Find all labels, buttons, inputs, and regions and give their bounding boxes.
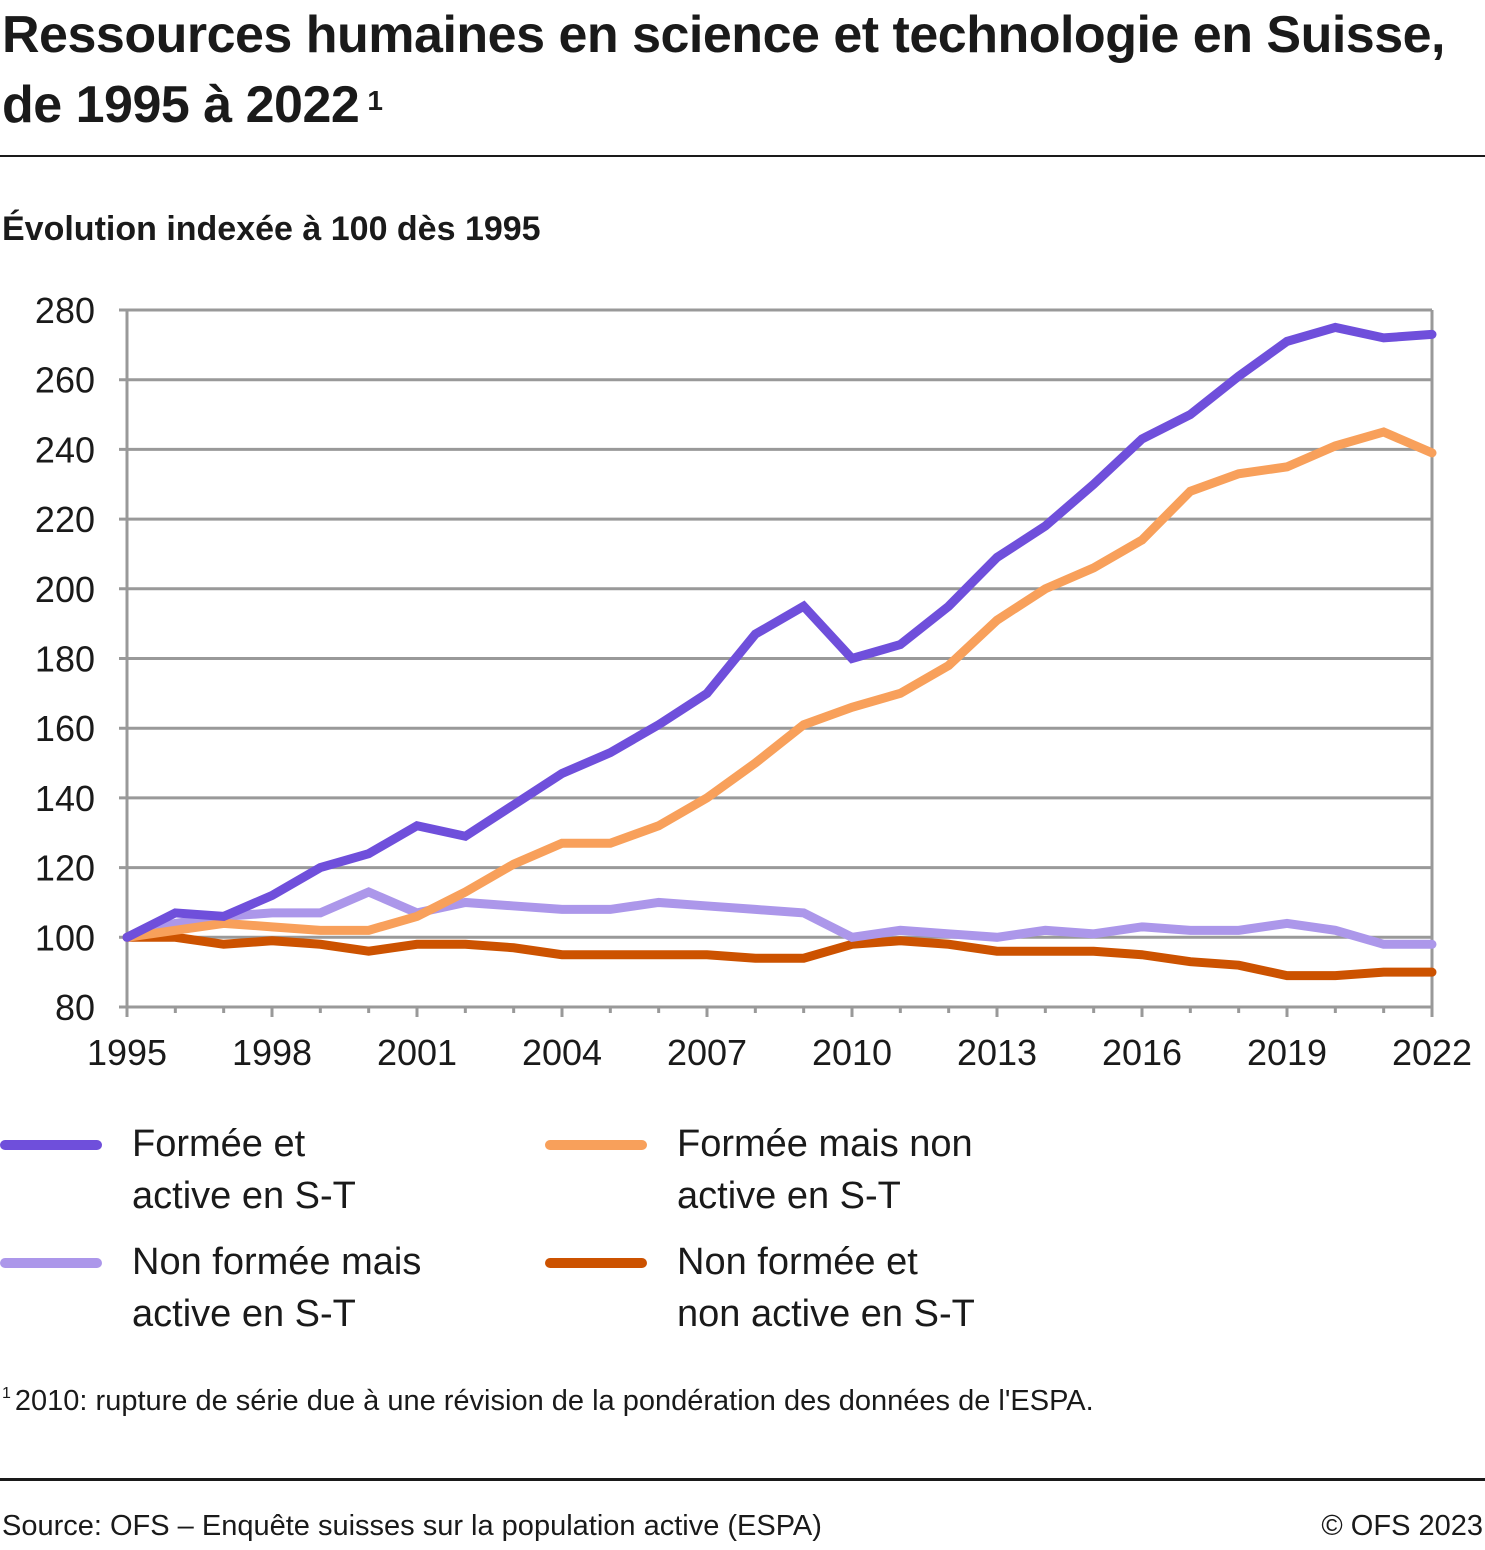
y-tick-label: 280 [35,290,95,331]
legend-label-line: Non formée mais [132,1241,422,1283]
legend: Formée et active en S-T Formée mais non act… [0,1118,1100,1358]
chart-subtitle: Évolution indexée à 100 dès 1995 [2,210,541,248]
series-lines [122,322,1437,981]
chart-title-text: Ressources humaines en science et techno… [2,6,1446,134]
x-tick-label: 2013 [957,1032,1037,1073]
legend-swatch [0,1140,102,1150]
x-tick-label: 2022 [1392,1032,1472,1073]
grid-lines [119,308,1432,1009]
legend-swatch [545,1258,647,1268]
axes [125,310,1434,1017]
series-line-1 [122,322,1437,942]
series-line-3 [122,887,1437,949]
footnote: 1 2010: rupture de série due à une révisi… [2,1385,1094,1418]
y-tick-label: 120 [35,848,95,889]
top-divider [0,155,1485,157]
title-footnote-marker: 1 [367,85,383,116]
legend-label-line: active en S-T [132,1293,356,1335]
legend-label-line: non active en S-T [677,1293,975,1335]
y-tick-label: 100 [35,917,95,958]
y-tick-label: 240 [35,429,95,470]
legend-label-line: Formée mais non [677,1123,973,1165]
x-tick-label: 2007 [667,1032,747,1073]
x-tick-label: 2001 [377,1032,457,1073]
y-tick-label: 80 [55,987,95,1028]
y-tick-label: 160 [35,708,95,749]
legend-label: Non formée mais active en S-T [132,1236,462,1340]
y-tick-label: 180 [35,639,95,680]
legend-item: Formée mais non active en S-T [545,1118,1007,1222]
x-tick-label: 1998 [232,1032,312,1073]
legend-label-line: Non formée et [677,1241,918,1283]
x-tick-label: 1995 [87,1032,167,1073]
legend-label: Formée mais non active en S-T [677,1118,1007,1222]
chart-title: Ressources humaines en science et techno… [2,0,1482,140]
legend-label-line: Formée et [132,1123,306,1165]
copyright-text: © OFS 2023 [1321,1510,1483,1542]
bottom-divider [0,1478,1485,1481]
y-tick-labels: 80 100 120 140 160 180 200 220 240 260 280 [35,290,95,1028]
legend-item: Non formée mais active en S-T [0,1236,462,1340]
legend-swatch [0,1258,102,1268]
legend-item: Non formée et non active en S-T [545,1236,1007,1340]
footnote-marker: 1 [2,1385,11,1402]
series-line-4 [122,932,1437,981]
series-line-2 [122,427,1437,942]
legend-item: Formée et active en S-T [0,1118,462,1222]
x-tick-label: 2016 [1102,1032,1182,1073]
y-tick-label: 200 [35,569,95,610]
x-tick-label: 2010 [812,1032,892,1073]
legend-label-line: active en S-T [677,1175,901,1217]
x-tick-label: 2004 [522,1032,602,1073]
legend-label-line: active en S-T [132,1175,356,1217]
x-tick-labels: 1995 1998 2001 2004 2007 2010 2013 2016 2019 2022 [87,1032,1472,1073]
footnote-text: 2010: rupture de série due à une révisio… [14,1385,1094,1417]
y-tick-label: 260 [35,360,95,401]
legend-label: Non formée et non active en S-T [677,1236,1007,1340]
y-tick-label: 220 [35,499,95,540]
source-text: Source: OFS – Enquête suisses sur la pop… [2,1510,822,1542]
x-tick-label: 2019 [1247,1032,1327,1073]
legend-swatch [545,1140,647,1150]
y-tick-label: 140 [35,778,95,819]
legend-label: Formée et active en S-T [132,1118,462,1222]
